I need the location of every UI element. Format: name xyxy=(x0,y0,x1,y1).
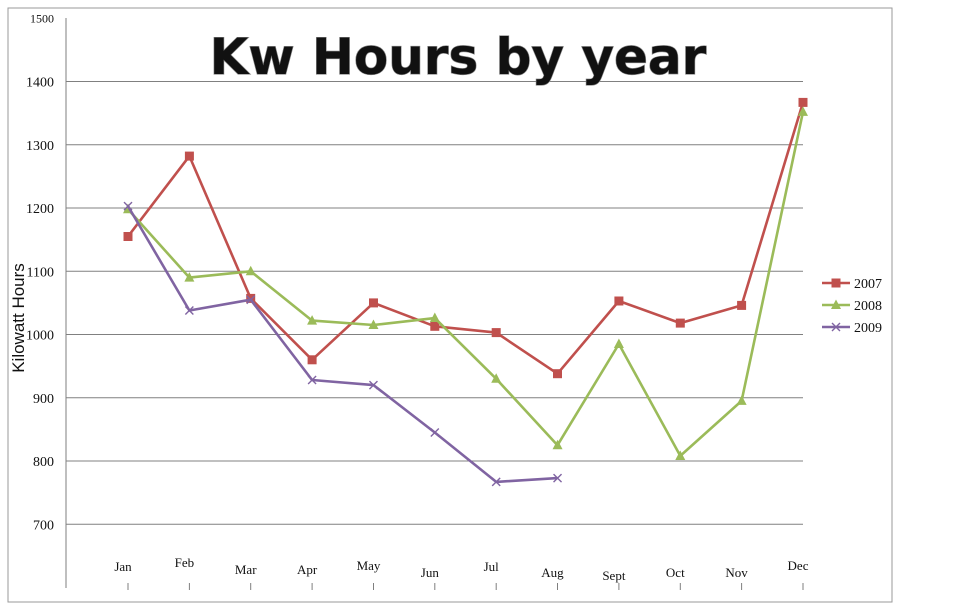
data-point-marker xyxy=(491,328,501,338)
legend-item-2009: 2009 xyxy=(822,321,882,336)
data-point-marker xyxy=(123,201,133,211)
x-tick-label: Feb xyxy=(175,555,195,570)
data-point-marker xyxy=(491,477,501,487)
chart-title: Kw Hours by year xyxy=(210,28,707,86)
series-2008 xyxy=(123,106,808,460)
y-axis-label: Kilowatt Hours xyxy=(9,263,28,373)
x-tick-label: May xyxy=(357,558,381,573)
data-point-marker xyxy=(429,312,440,323)
data-point-marker xyxy=(553,369,562,379)
data-point-marker xyxy=(737,300,747,310)
y-tick-label: 800 xyxy=(33,455,54,470)
series-line xyxy=(127,111,805,458)
x-tick-label: Oct xyxy=(666,565,685,580)
data-point-marker xyxy=(307,315,318,325)
legend-item-2007: 2007 xyxy=(822,277,882,292)
data-point-marker xyxy=(184,272,195,282)
series-lines xyxy=(123,97,808,487)
data-point-marker xyxy=(184,151,194,161)
data-point-marker xyxy=(491,373,502,383)
data-point-marker xyxy=(675,450,686,460)
chart-border xyxy=(7,7,893,603)
data-point-marker xyxy=(553,473,563,483)
data-point-marker xyxy=(246,293,256,303)
x-tick-label: Aug xyxy=(541,565,564,580)
data-point-marker xyxy=(675,318,685,328)
y-tick-label: 900 xyxy=(33,392,54,407)
x-tick-label: Dec xyxy=(788,558,809,573)
data-point-marker xyxy=(430,428,440,438)
data-point-marker xyxy=(798,97,808,107)
y-tick-label: 1200 xyxy=(26,202,54,217)
y-tick-labels: 1500 1400 1300 1200 1100 1000 900 800 700 xyxy=(26,11,54,533)
y-tick-label: 1400 xyxy=(26,76,54,91)
x-tick-labels: Jan Feb Mar Apr May Jun Jul Aug Sept Oct Nov Dec xyxy=(114,555,809,590)
gridlines xyxy=(66,81,803,525)
data-point-marker xyxy=(368,380,378,390)
series-2009 xyxy=(123,201,563,487)
data-point-marker xyxy=(831,299,841,309)
data-point-marker xyxy=(307,355,317,365)
x-tick-label: Sept xyxy=(602,568,626,583)
y-tick-label: 1300 xyxy=(26,139,54,154)
y-tick-label: 1100 xyxy=(27,265,54,280)
data-point-marker xyxy=(736,395,747,405)
data-point-marker xyxy=(245,265,256,276)
data-point-marker xyxy=(369,298,378,308)
x-tick-label: Nov xyxy=(725,565,748,580)
data-point-marker xyxy=(831,278,841,288)
data-point-marker xyxy=(798,106,808,116)
data-point-marker xyxy=(430,321,440,331)
legend-label: 2007 xyxy=(854,277,882,292)
data-point-marker xyxy=(368,319,379,330)
y-tick-label: 1500 xyxy=(30,11,54,25)
series-line xyxy=(126,205,558,484)
data-point-marker xyxy=(123,232,133,241)
legend-item-2008: 2008 xyxy=(822,299,882,314)
legend: 2007 2008 2009 xyxy=(822,277,882,336)
data-point-marker xyxy=(246,295,256,305)
x-tick-label: Jan xyxy=(114,559,132,574)
legend-label: 2008 xyxy=(854,299,882,314)
data-point-marker xyxy=(184,305,194,315)
series-2007 xyxy=(123,97,808,379)
series-line xyxy=(126,102,805,376)
y-tick-label: 1000 xyxy=(26,329,54,344)
data-point-marker xyxy=(831,322,841,332)
x-tick-label: Apr xyxy=(297,562,318,577)
data-point-marker xyxy=(307,375,317,385)
x-tick-label: Jul xyxy=(484,559,500,574)
y-tick-label: 700 xyxy=(33,518,54,533)
data-point-marker xyxy=(552,439,563,450)
data-point-marker xyxy=(614,296,624,306)
x-tick-label: Jun xyxy=(421,565,440,580)
data-point-marker xyxy=(613,338,624,348)
x-tick-label: Mar xyxy=(235,562,257,577)
legend-label: 2009 xyxy=(854,321,882,336)
